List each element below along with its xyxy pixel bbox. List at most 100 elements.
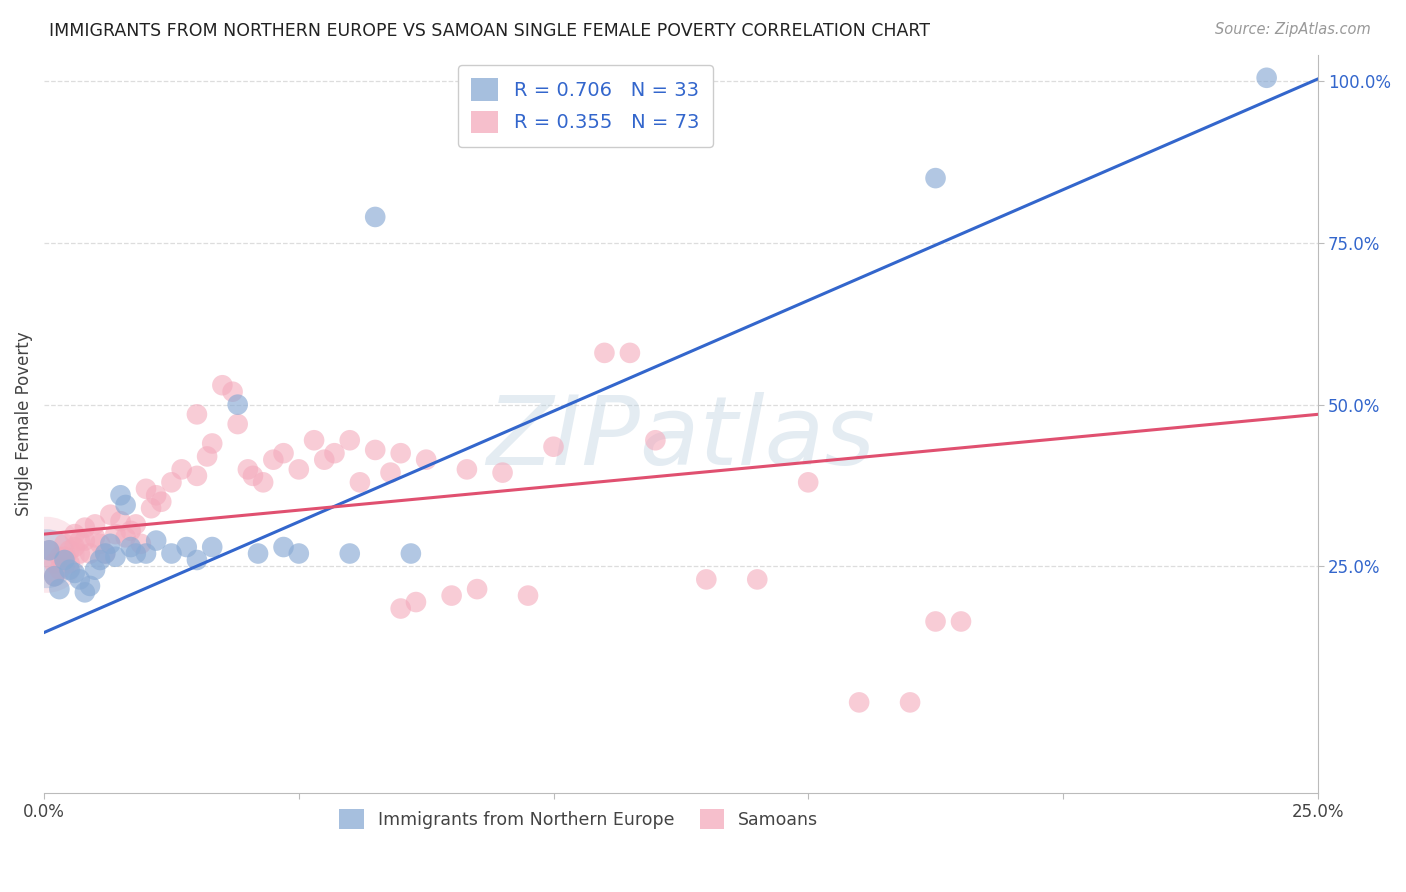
Point [288,547,311,561]
Point [211,378,233,392]
Point [186,553,208,567]
Point [517,589,540,603]
Point [84,530,107,544]
Point [110,514,132,528]
Point [135,482,157,496]
Point [440,589,463,603]
Point [924,615,946,629]
Point [288,462,311,476]
Point [323,446,346,460]
Point [797,475,820,490]
Point [145,533,167,548]
Point [129,537,152,551]
Point [160,547,183,561]
Point [195,450,218,464]
Point [35,548,58,562]
Point [186,408,208,422]
Y-axis label: Single Female Poverty: Single Female Poverty [15,332,32,516]
Point [247,547,270,561]
Point [69,547,91,561]
Point [53,549,76,564]
Point [543,440,565,454]
Point [89,537,111,551]
Point [79,547,101,561]
Point [201,436,224,450]
Point [89,553,111,567]
Point [114,530,136,544]
Point [848,695,870,709]
Point [364,442,387,457]
Point [84,563,107,577]
Point [79,579,101,593]
Point [44,569,66,583]
Point [456,462,478,476]
Point [1256,70,1278,85]
Point [405,595,427,609]
Point [63,540,86,554]
Point [273,540,295,554]
Point [53,537,76,551]
Point [415,452,437,467]
Point [125,517,148,532]
Point [176,540,198,554]
Point [104,527,127,541]
Point [110,488,132,502]
Point [491,466,513,480]
Point [44,569,66,583]
Point [950,615,973,629]
Point [314,452,336,467]
Point [69,573,91,587]
Point [125,547,148,561]
Point [170,462,193,476]
Point [58,556,80,570]
Point [644,434,666,448]
Point [380,466,402,480]
Point [94,547,117,561]
Point [898,695,921,709]
Point [236,462,259,476]
Point [399,547,422,561]
Point [58,563,80,577]
Point [747,573,769,587]
Legend: Immigrants from Northern Europe, Samoans: Immigrants from Northern Europe, Samoans [332,802,825,836]
Point [135,547,157,561]
Point [63,566,86,580]
Point [38,543,60,558]
Point [48,563,70,577]
Point [38,543,60,558]
Text: Source: ZipAtlas.com: Source: ZipAtlas.com [1215,22,1371,37]
Point [98,537,121,551]
Point [120,540,142,554]
Point [150,494,173,508]
Point [120,524,142,538]
Point [160,475,183,490]
Point [273,446,295,460]
Point [48,549,70,564]
Point [262,452,284,467]
Point [593,346,616,360]
Point [104,549,127,564]
Point [252,475,274,490]
Point [98,508,121,522]
Point [226,417,249,431]
Point [58,543,80,558]
Text: ZIPatlas: ZIPatlas [486,392,876,485]
Point [44,556,66,570]
Point [389,446,412,460]
Point [73,533,96,548]
Point [465,582,488,596]
Point [339,547,361,561]
Point [924,171,946,186]
Point [35,551,58,566]
Point [63,527,86,541]
Point [221,384,243,399]
Point [84,517,107,532]
Point [226,398,249,412]
Point [339,434,361,448]
Point [114,498,136,512]
Point [186,468,208,483]
Point [695,573,717,587]
Point [69,533,91,548]
Point [145,488,167,502]
Point [242,468,264,483]
